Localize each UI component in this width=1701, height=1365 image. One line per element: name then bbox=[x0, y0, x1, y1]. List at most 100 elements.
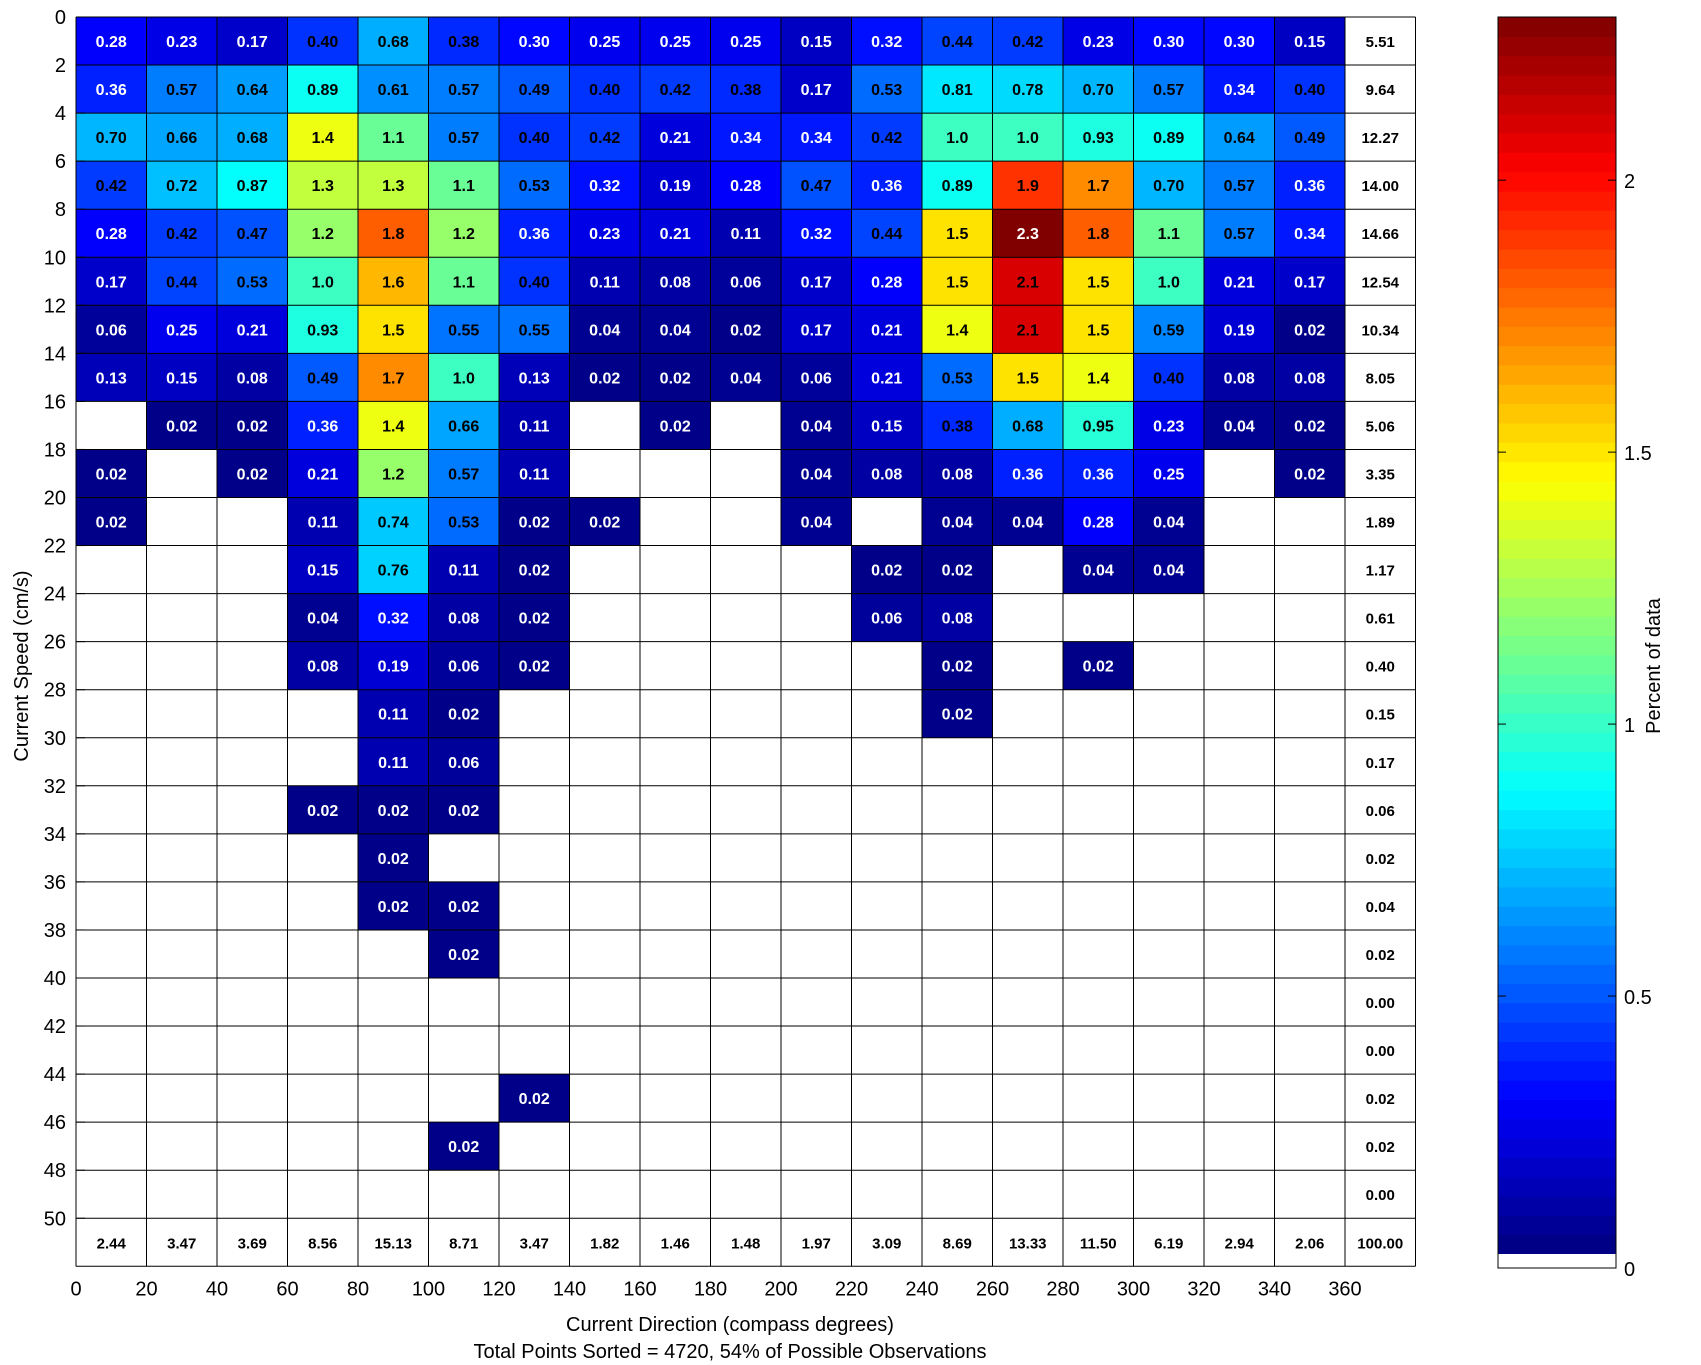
cell-value-label: 0.64 bbox=[1224, 130, 1255, 147]
heatmap-cell bbox=[1274, 209, 1345, 258]
cell-value-label: 0.61 bbox=[378, 82, 409, 99]
heatmap-cell bbox=[287, 593, 358, 642]
heatmap-cell bbox=[781, 401, 852, 450]
cell-value-label: 0.04 bbox=[1224, 418, 1255, 435]
heatmap-cell bbox=[217, 17, 288, 66]
heatmap-cell bbox=[358, 257, 429, 306]
heatmap-cell bbox=[217, 113, 288, 162]
cell-value-label: 0.08 bbox=[1294, 370, 1325, 387]
cell-value-label: 1.5 bbox=[946, 226, 968, 243]
heatmap-cell bbox=[569, 497, 640, 546]
heatmap-cell bbox=[287, 113, 358, 162]
colorbar-segment bbox=[1498, 480, 1616, 501]
heatmap-cell bbox=[358, 353, 429, 402]
colorbar-tick-label: 0 bbox=[1624, 1259, 1635, 1281]
cell-value-label: 0.89 bbox=[1153, 130, 1184, 147]
cell-value-label: 0.34 bbox=[1294, 226, 1325, 243]
cell-value-label: 0.70 bbox=[1153, 178, 1184, 195]
cell-value-label: 0.06 bbox=[801, 370, 832, 387]
heatmap-cell bbox=[640, 113, 711, 162]
cell-value-label: 0.30 bbox=[519, 34, 550, 51]
colorbar-segment bbox=[1498, 1234, 1616, 1255]
heatmap-cell bbox=[358, 593, 429, 642]
cell-value-label: 0.42 bbox=[1012, 34, 1043, 51]
cell-value-label: 0.02 bbox=[519, 1091, 550, 1108]
cell-value-label: 0.19 bbox=[660, 178, 691, 195]
row-total-label: 3.35 bbox=[1366, 466, 1395, 483]
colorbar-segment bbox=[1498, 886, 1616, 907]
y-tick-label: 44 bbox=[44, 1064, 66, 1086]
cell-value-label: 1.5 bbox=[382, 322, 404, 339]
heatmap-cell bbox=[287, 497, 358, 546]
cell-value-label: 0.02 bbox=[307, 803, 338, 820]
heatmap-cells: 0.28 0.23 0.17 0.40 0.68 0.38 0.30 0.25 0.25 0.25… bbox=[76, 17, 1345, 1171]
colorbar-segment bbox=[1498, 1196, 1616, 1216]
total-points-footer: Total Points Sorted = 4720, 54% of Possi… bbox=[473, 1341, 986, 1363]
colorbar-segment bbox=[1498, 1002, 1616, 1023]
cell-value-label: 0.17 bbox=[96, 274, 127, 291]
cell-value-label: 0.17 bbox=[801, 322, 832, 339]
heatmap-cell bbox=[499, 257, 570, 306]
cell-value-label: 0.68 bbox=[237, 130, 268, 147]
cell-value-label: 0.57 bbox=[1153, 82, 1184, 99]
y-tick-label: 50 bbox=[44, 1208, 66, 1230]
cell-value-label: 0.04 bbox=[801, 515, 832, 532]
colorbar-segment bbox=[1498, 384, 1616, 405]
cell-value-label: 1.3 bbox=[312, 178, 334, 195]
column-total-label: 15.13 bbox=[374, 1235, 412, 1252]
heatmap-cell bbox=[358, 65, 429, 114]
heatmap-cell bbox=[217, 449, 288, 498]
cell-value-label: 0.04 bbox=[1083, 563, 1114, 580]
cell-value-label: 0.02 bbox=[448, 899, 479, 916]
heatmap-cell bbox=[992, 209, 1063, 258]
column-total-label: 6.19 bbox=[1154, 1235, 1183, 1252]
cell-value-label: 0.13 bbox=[519, 370, 550, 387]
heatmap-cell bbox=[358, 785, 429, 834]
cell-value-label: 0.32 bbox=[589, 178, 620, 195]
colorbar-segment bbox=[1498, 442, 1616, 463]
cell-value-label: 1.9 bbox=[1017, 178, 1039, 195]
cell-value-label: 0.15 bbox=[307, 563, 338, 580]
cell-value-label: 0.25 bbox=[660, 34, 691, 51]
cell-value-label: 1.5 bbox=[1017, 370, 1039, 387]
cell-value-label: 0.47 bbox=[237, 226, 268, 243]
heatmap-cell bbox=[217, 209, 288, 258]
heatmap-cell bbox=[851, 209, 922, 258]
cell-value-label: 0.02 bbox=[1294, 418, 1325, 435]
cell-value-label: 0.40 bbox=[589, 82, 620, 99]
heatmap-cell bbox=[1063, 497, 1134, 546]
heatmap-cell bbox=[922, 113, 993, 162]
cell-value-label: 1.5 bbox=[1087, 274, 1109, 291]
row-total-label: 9.64 bbox=[1366, 82, 1396, 99]
cell-value-label: 0.02 bbox=[378, 851, 409, 868]
cell-value-label: 0.93 bbox=[1083, 130, 1114, 147]
heatmap-cell bbox=[781, 113, 852, 162]
row-total-label: 5.51 bbox=[1366, 34, 1395, 51]
cell-value-label: 1.5 bbox=[946, 274, 968, 291]
y-tick-label: 46 bbox=[44, 1112, 66, 1134]
cell-value-label: 2.3 bbox=[1017, 226, 1039, 243]
cell-value-label: 0.55 bbox=[519, 322, 550, 339]
heatmap-cell bbox=[428, 1122, 499, 1171]
cell-value-label: 0.15 bbox=[801, 34, 832, 51]
heatmap-cell bbox=[428, 257, 499, 306]
column-total-label: 1.97 bbox=[802, 1235, 831, 1252]
heatmap-cell bbox=[217, 305, 288, 354]
cell-value-label: 0.02 bbox=[730, 322, 761, 339]
colorbar-segment bbox=[1498, 1060, 1616, 1081]
cell-value-label: 1.4 bbox=[1087, 370, 1109, 387]
heatmap-cell bbox=[781, 65, 852, 114]
row-total-label: 12.54 bbox=[1361, 274, 1399, 291]
heatmap-cell bbox=[1133, 209, 1204, 258]
heatmap-cell bbox=[992, 65, 1063, 114]
colorbar-segment bbox=[1498, 712, 1616, 733]
y-tick-label: 28 bbox=[44, 680, 66, 702]
cell-value-label: 0.44 bbox=[871, 226, 902, 243]
heatmap-cell bbox=[499, 209, 570, 258]
cell-value-label: 0.04 bbox=[1153, 515, 1184, 532]
cell-value-label: 0.93 bbox=[307, 322, 338, 339]
cell-value-label: 0.28 bbox=[1083, 515, 1114, 532]
row-total-label: 12.27 bbox=[1361, 130, 1399, 147]
row-total-label: 0.00 bbox=[1366, 1187, 1395, 1204]
cell-value-label: 0.36 bbox=[519, 226, 550, 243]
